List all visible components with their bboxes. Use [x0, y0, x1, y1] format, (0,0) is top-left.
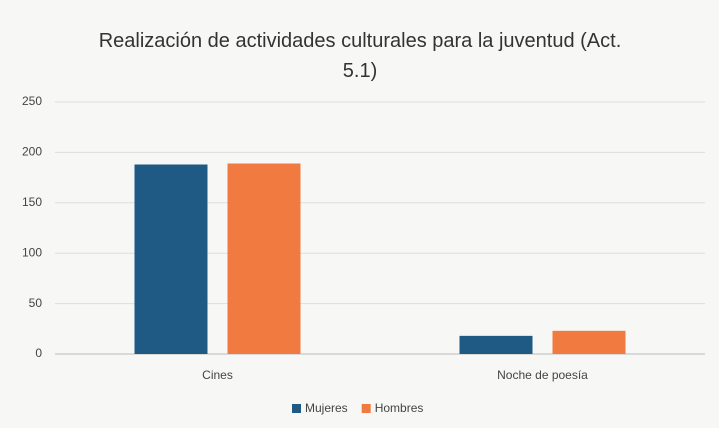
- legend-swatch: [292, 404, 301, 413]
- bar: [552, 330, 626, 354]
- y-tick-label: 50: [29, 296, 43, 310]
- bar: [227, 163, 301, 354]
- x-tick-label: Noche de poesía: [497, 368, 588, 382]
- bar: [459, 335, 533, 354]
- legend-label: Mujeres: [305, 401, 348, 415]
- x-tick-label: Cines: [202, 368, 233, 382]
- y-tick-label: 250: [22, 94, 42, 108]
- legend-swatch: [361, 404, 371, 413]
- y-tick-label: 200: [22, 145, 42, 159]
- y-tick-label: 150: [22, 195, 42, 209]
- chart-title: Realización de actividades culturales pa…: [98, 30, 622, 82]
- bar: [134, 164, 208, 354]
- y-tick-label: 0: [35, 346, 42, 360]
- y-tick-label: 100: [22, 245, 42, 259]
- legend-label: Hombres: [375, 401, 424, 415]
